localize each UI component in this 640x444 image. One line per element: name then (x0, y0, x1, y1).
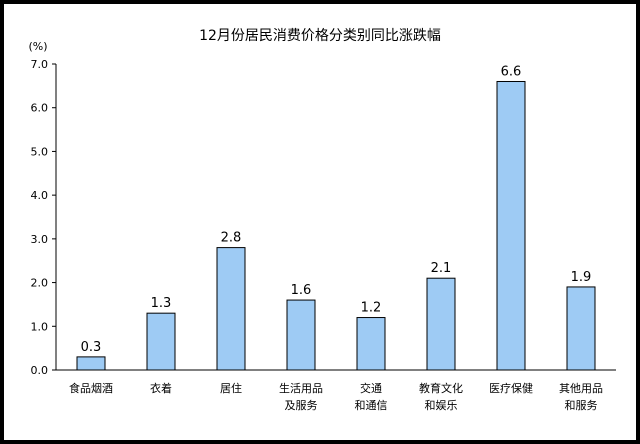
category-label: 和娱乐 (425, 398, 458, 412)
y-tick-label: 3.0 (31, 233, 49, 246)
y-tick-label: 7.0 (31, 58, 49, 71)
category-label: 衣着 (150, 381, 172, 395)
bar-value-label: 1.9 (571, 270, 592, 285)
y-tick-label: 6.0 (31, 102, 49, 115)
bar (496, 80, 526, 371)
category-label: 教育文化 (419, 381, 463, 395)
bar-value-label: 1.3 (151, 296, 172, 311)
y-tick-label: 0.0 (31, 364, 49, 377)
bar (76, 356, 106, 371)
category-label: 和通信 (355, 399, 388, 412)
bar (286, 299, 316, 371)
bar-value-label: 6.6 (501, 64, 522, 79)
bar (216, 247, 246, 371)
category-label: 食品烟酒 (69, 381, 113, 395)
bar (356, 317, 386, 371)
category-label: 及服务 (285, 399, 318, 412)
bar-value-label: 1.6 (291, 283, 312, 298)
y-tick-label: 2.0 (31, 277, 49, 290)
category-label: 其他用品 (559, 382, 603, 395)
y-unit-label: (%) (28, 40, 47, 53)
y-tick-label: 4.0 (31, 189, 49, 202)
bar (426, 277, 456, 371)
y-tick-label: 5.0 (31, 145, 49, 158)
category-label: 医疗保健 (489, 381, 533, 395)
y-axis-ticks: 0.0 1.0 2.0 3.0 4.0 5.0 6.0 7.0 (31, 58, 56, 377)
bar-value-label: 2.8 (221, 231, 242, 246)
bar-value-label: 1.2 (361, 301, 382, 316)
category-label: 和服务 (565, 399, 598, 412)
category-label: 生活用品 (279, 381, 323, 395)
y-tick-label: 1.0 (31, 320, 49, 333)
bar-value-label: 2.1 (431, 261, 452, 276)
chart-title: 12月份居民消费价格分类别同比涨跌幅 (199, 28, 441, 44)
bar-value-label: 0.3 (81, 340, 102, 355)
bar (146, 312, 176, 371)
category-label: 交通 (360, 381, 382, 395)
category-label: 居住 (220, 381, 242, 395)
bar (566, 286, 596, 371)
bars-group: 0.3 1.3 2.8 1.6 1.2 2.1 6.6 1.9 (76, 64, 596, 371)
